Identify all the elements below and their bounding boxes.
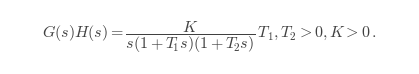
Text: $G(s)H(s)=\dfrac{K}{s(1+T_{\!1}s)(1+T_{\!2}s)}\,T_1{,}\,T_2>0,K>0\,.$: $G(s)H(s)=\dfrac{K}{s(1+T_{\!1}s)(1+T_{\… — [42, 19, 377, 55]
